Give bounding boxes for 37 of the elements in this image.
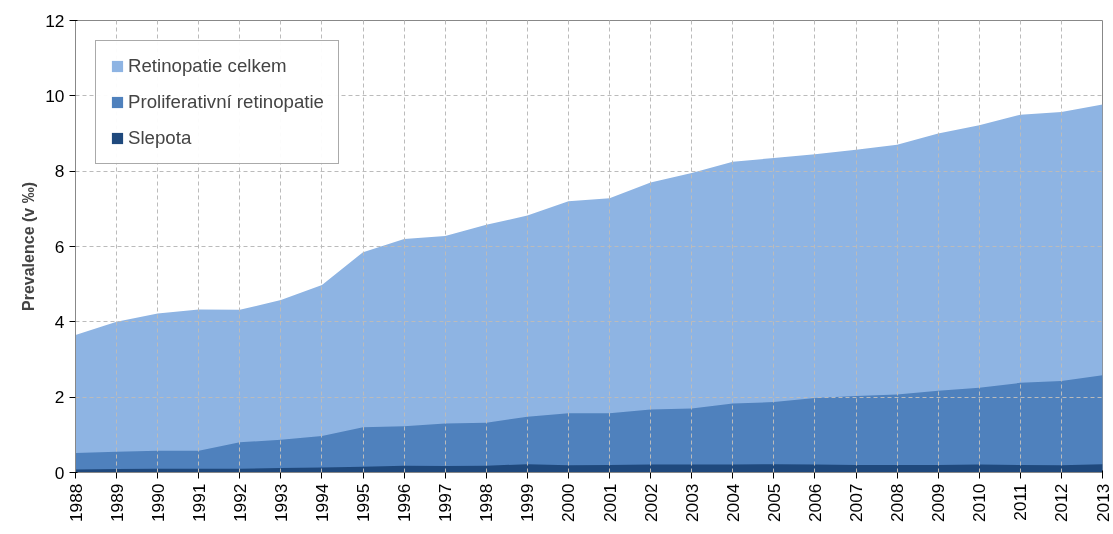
x-tick-label: 2003 (681, 483, 702, 523)
y-tick-label: 4 (54, 311, 65, 332)
y-tick-label: 8 (54, 161, 65, 182)
x-tick-label: 2006 (804, 483, 825, 523)
x-tick-label: 1998 (476, 483, 497, 523)
x-tick-label: 1992 (229, 483, 250, 523)
legend-label: Slepota (128, 127, 192, 149)
x-tick-label: 1999 (517, 483, 538, 523)
x-tick-label: 1997 (435, 483, 456, 523)
x-tick-label: 1995 (353, 483, 374, 523)
y-axis-title: Prevalence (v ‰) (20, 182, 38, 311)
y-tick-label: 0 (54, 462, 65, 483)
x-tick-label: 2008 (887, 483, 908, 523)
x-tick-label: 1993 (270, 483, 291, 523)
x-tick-label: 2004 (722, 483, 743, 523)
y-tick-label: 10 (45, 85, 65, 106)
x-tick-label: 1991 (188, 483, 209, 523)
x-tick-label: 1994 (311, 483, 332, 523)
x-tick-label: 2010 (969, 483, 990, 523)
legend-label: Retinopatie celkem (128, 55, 287, 77)
x-tick-label: 1996 (394, 483, 415, 523)
x-tick-label: 1989 (106, 483, 127, 523)
x-tick-label: 1988 (65, 483, 86, 523)
x-tick-label: 2009 (928, 483, 949, 523)
x-tick-label: 1990 (147, 483, 168, 523)
legend-label: Proliferativní retinopatie (128, 91, 324, 113)
x-tick-label: 2011 (1010, 483, 1031, 521)
x-tick-label: 2013 (1092, 483, 1113, 523)
x-tick-label: 2007 (846, 483, 867, 523)
x-tick-label: 2002 (640, 483, 661, 523)
x-tick-label: 2012 (1051, 483, 1072, 523)
y-tick-label: 2 (54, 387, 65, 408)
x-tick-label: 2000 (558, 483, 579, 523)
x-tick-label: 2001 (599, 483, 620, 523)
y-tick-label: 12 (45, 10, 65, 31)
x-tick-label: 2005 (763, 483, 784, 523)
y-tick-label: 6 (54, 236, 65, 257)
